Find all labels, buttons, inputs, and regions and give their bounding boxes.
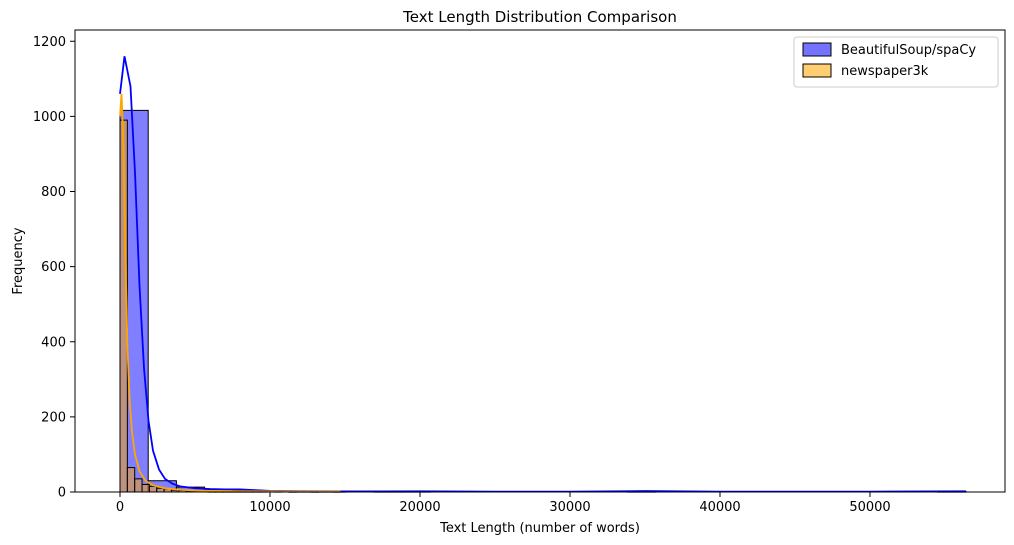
x-tick-label-0: 0 — [116, 500, 124, 515]
x-tick-label-40000: 40000 — [699, 500, 740, 515]
bar-newspaper3k-4 — [148, 485, 158, 493]
kde-line-beautifulsoup-spacy — [119, 56, 967, 493]
legend: BeautifulSoup/spaCy newspaper3k — [793, 36, 999, 88]
y-tick-label-1200: 1200 — [33, 35, 66, 50]
y-tick-label-0: 0 — [58, 486, 66, 501]
legend-label-newspaper3k: newspaper3k — [841, 64, 929, 79]
x-axis-label: Text Length (number of words) — [439, 521, 640, 536]
bar-newspaper3k-3 — [141, 483, 150, 493]
x-tick-label-10000: 10000 — [249, 500, 290, 515]
bar-newspaper3k-5 — [156, 487, 165, 493]
y-tick-label-600: 600 — [41, 260, 66, 275]
y-tick-label-400: 400 — [41, 335, 66, 350]
y-tick-label-1000: 1000 — [33, 110, 66, 125]
x-tick-label-50000: 50000 — [849, 500, 890, 515]
y-axis-label: Frequency — [11, 227, 26, 294]
legend-swatch-beautifulsoup-spacy — [802, 42, 832, 57]
x-tick-label-20000: 20000 — [399, 500, 440, 515]
bar-newspaper3k-1 — [126, 467, 136, 493]
y-axis-ticks: 0 200 400 600 800 1000 1200 — [33, 35, 75, 501]
plot-area — [74, 29, 1006, 493]
plot-background — [75, 30, 1005, 492]
plot-frame — [74, 29, 1006, 493]
kde-line-newspaper3k — [119, 93, 341, 493]
legend-frame — [793, 36, 999, 88]
legend-swatch-newspaper3k — [802, 63, 832, 78]
x-tick-label-30000: 30000 — [549, 500, 590, 515]
y-tick-label-800: 800 — [41, 185, 66, 200]
chart-title: Text Length Distribution Comparison — [402, 8, 677, 26]
y-tick-label-200: 200 — [41, 410, 66, 425]
legend-label-beautifulsoup-spacy: BeautifulSoup/spaCy — [841, 43, 976, 58]
bar-newspaper3k-2 — [134, 478, 143, 493]
x-axis-ticks: 0 10000 20000 30000 40000 50000 — [116, 492, 891, 515]
